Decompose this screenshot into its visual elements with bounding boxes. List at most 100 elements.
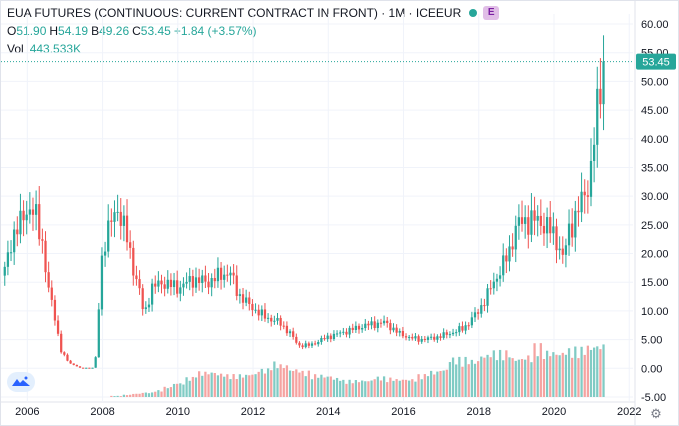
y-tick-label: 45.00 (641, 105, 669, 117)
volume-bar (470, 359, 473, 397)
volume-bar (270, 370, 273, 397)
candle-body (567, 223, 571, 246)
candle-body (44, 240, 47, 273)
volume-bar (295, 369, 298, 397)
volume-bar (370, 380, 373, 397)
change-value: +1.84 (+3.57%) (173, 24, 257, 38)
candle-body (542, 225, 546, 234)
candle-body (602, 61, 605, 105)
candle-body (248, 297, 251, 304)
candle-body (188, 276, 191, 282)
volume-bar (229, 379, 232, 397)
volume-bar (364, 381, 367, 397)
volume-bar (530, 362, 533, 397)
candle-body (304, 343, 307, 348)
volume-bar (223, 376, 226, 397)
candle-body (78, 366, 82, 368)
volume-bar (273, 361, 276, 397)
volume-bar (382, 376, 386, 397)
candle-body (467, 325, 470, 327)
x-tick-label: 2008 (90, 406, 114, 418)
candle-body (235, 275, 238, 296)
candle-body (326, 335, 329, 340)
tradingview-logo-icon[interactable] (7, 372, 35, 392)
candle-body (13, 229, 16, 253)
candle-body (448, 334, 452, 336)
candle-body (420, 338, 423, 342)
volume-bar (194, 377, 198, 397)
candle-body (564, 245, 568, 255)
volume-bar (154, 391, 157, 397)
volume-bar (389, 377, 392, 397)
candle-body (451, 332, 455, 335)
candle-body (539, 215, 542, 226)
candle-body (260, 309, 263, 316)
volume-bar (592, 347, 596, 397)
volume-bar (549, 356, 552, 397)
candle-body (82, 367, 85, 369)
close-label: C (132, 24, 141, 38)
candle-body (172, 280, 176, 288)
volume-bar (216, 375, 220, 397)
candle-body (238, 294, 242, 296)
volume-bar (263, 373, 267, 397)
candle-body (533, 210, 536, 221)
volume-bar (483, 357, 486, 397)
candle-body (411, 336, 414, 339)
candle-body (210, 278, 213, 288)
volume-bar (185, 377, 188, 397)
volume-bar (204, 371, 207, 397)
volume-bar (442, 370, 445, 397)
volume-bar (235, 379, 238, 397)
volume-bar (351, 383, 354, 397)
volume-bar (282, 368, 285, 397)
volume-bar (147, 393, 151, 397)
candle-body (354, 325, 358, 330)
candle-body (41, 239, 44, 241)
volume-bar (357, 382, 361, 397)
volume-bar (414, 381, 417, 397)
candle-body (313, 343, 317, 345)
settings-gear-icon[interactable]: ⚙ (650, 406, 662, 421)
volume-bar (433, 374, 436, 397)
high-value: 54.19 (58, 24, 89, 38)
volume-bar (395, 379, 398, 397)
ohlc-row: O 51.90 H 54.19 B 49.26 C 53.45 +1.84 (+3.57… (7, 22, 499, 40)
volume-bar (138, 393, 141, 397)
volume-bar (160, 391, 163, 397)
exchange-badge[interactable]: E (483, 6, 500, 20)
volume-bar (310, 379, 314, 397)
volume-bar (110, 395, 113, 397)
volume-bar (320, 374, 323, 397)
volume-bar (426, 376, 430, 397)
candle-body (464, 325, 467, 331)
volume-bar (589, 349, 593, 397)
candle-body (16, 229, 19, 235)
candle-body (270, 317, 273, 322)
candle-body (254, 309, 257, 311)
candle-body (395, 327, 398, 333)
candle-body (285, 325, 289, 334)
candle-body (455, 332, 458, 334)
volume-bar (545, 350, 549, 397)
volume-bar (508, 357, 511, 397)
volume-bar (135, 393, 138, 397)
volume-bar (163, 386, 166, 397)
candle-body (116, 211, 119, 213)
candle-body (423, 338, 426, 340)
candle-body (348, 327, 351, 335)
candle-body (132, 247, 135, 276)
volume-bar (492, 350, 495, 397)
y-tick-label: 30.00 (641, 191, 669, 203)
volume-bar (580, 346, 583, 397)
volume-bar (116, 395, 119, 397)
volume-bar (558, 355, 561, 397)
volume-bar (132, 393, 135, 397)
candle-body (263, 309, 267, 319)
candle-body (292, 331, 295, 337)
candle-body (382, 320, 386, 324)
candle-body (251, 303, 254, 311)
volume-bar (417, 374, 420, 397)
candle-body (555, 226, 558, 251)
